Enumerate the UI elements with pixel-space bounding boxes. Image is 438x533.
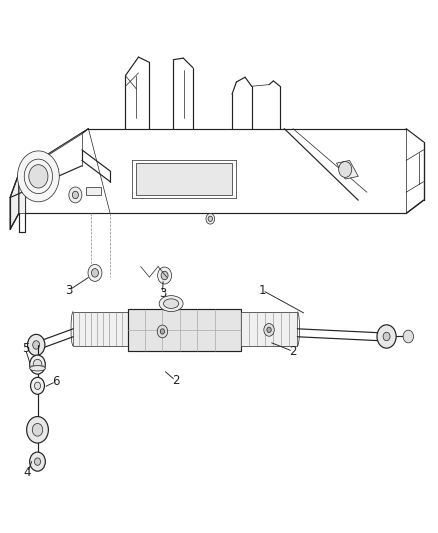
Polygon shape <box>336 160 358 179</box>
Circle shape <box>31 377 45 394</box>
Text: 2: 2 <box>172 374 179 387</box>
Circle shape <box>383 332 390 341</box>
Polygon shape <box>136 163 232 195</box>
Circle shape <box>160 329 165 334</box>
Circle shape <box>72 191 78 199</box>
Circle shape <box>27 417 48 443</box>
Text: 2: 2 <box>289 345 297 358</box>
Polygon shape <box>127 309 241 351</box>
Ellipse shape <box>159 296 183 312</box>
Circle shape <box>35 458 41 465</box>
Circle shape <box>32 423 43 436</box>
Circle shape <box>88 264 102 281</box>
Text: 3: 3 <box>65 284 73 297</box>
Circle shape <box>161 271 168 280</box>
Polygon shape <box>19 168 25 214</box>
Circle shape <box>33 341 40 349</box>
Circle shape <box>206 214 215 224</box>
Circle shape <box>92 269 99 277</box>
Circle shape <box>30 355 46 374</box>
Circle shape <box>33 359 42 370</box>
Circle shape <box>339 161 352 177</box>
Circle shape <box>267 327 271 333</box>
Polygon shape <box>73 312 127 346</box>
Circle shape <box>69 187 82 203</box>
Circle shape <box>403 330 413 343</box>
Ellipse shape <box>163 299 179 309</box>
Circle shape <box>264 324 274 336</box>
Polygon shape <box>19 128 88 174</box>
Circle shape <box>29 165 48 188</box>
Polygon shape <box>86 187 102 195</box>
Text: 6: 6 <box>52 375 60 388</box>
Text: 5: 5 <box>21 342 29 355</box>
Circle shape <box>158 267 172 284</box>
Text: 3: 3 <box>159 287 166 300</box>
Circle shape <box>18 151 59 202</box>
Text: 4: 4 <box>24 466 31 479</box>
Circle shape <box>35 382 41 390</box>
Circle shape <box>28 334 45 356</box>
Circle shape <box>377 325 396 348</box>
Circle shape <box>30 452 46 471</box>
Circle shape <box>157 325 168 338</box>
Ellipse shape <box>30 366 46 371</box>
Text: 1: 1 <box>259 284 266 297</box>
Circle shape <box>208 216 212 221</box>
Polygon shape <box>10 174 19 229</box>
Polygon shape <box>241 312 297 346</box>
